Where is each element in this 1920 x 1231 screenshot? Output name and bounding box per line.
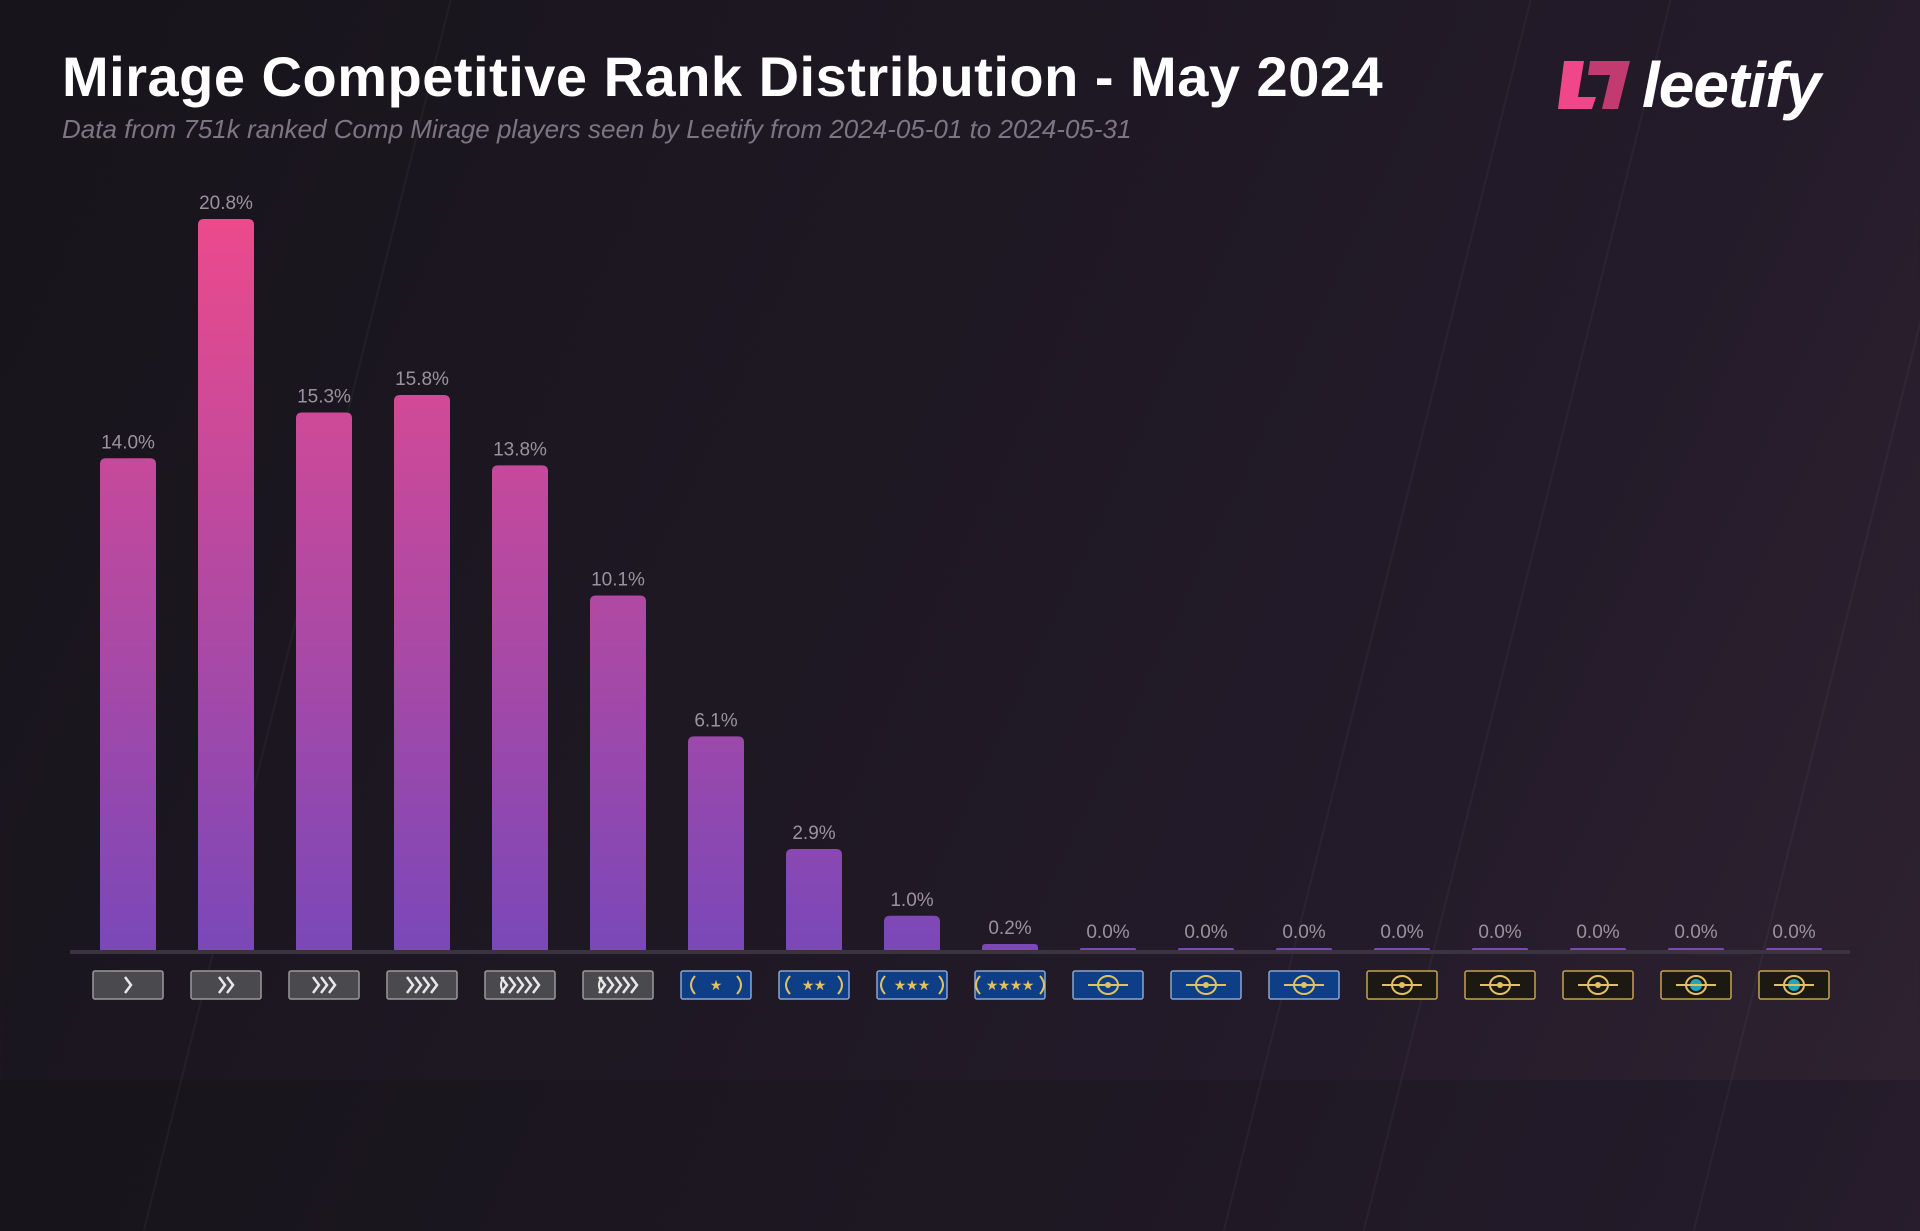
svg-text:★: ★ (906, 977, 919, 993)
silver-3-icon (288, 970, 360, 1000)
data-label: 13.8% (493, 439, 547, 460)
bar (198, 219, 254, 951)
bar (100, 458, 156, 951)
gold-nova-3-icon: ★ ★ ★ (876, 970, 948, 1000)
svg-text:★: ★ (894, 977, 907, 993)
data-label: 14.0% (101, 432, 155, 453)
bar (786, 848, 842, 951)
data-label: 10.1% (591, 570, 645, 591)
global-elite-icon (1758, 970, 1830, 1000)
bar (590, 595, 646, 951)
legendary-eagle-icon (1464, 970, 1536, 1000)
silver-1-icon (92, 970, 164, 1000)
bar (884, 915, 940, 951)
logo-text: leetify (1642, 49, 1821, 121)
data-label: 0.0% (1086, 922, 1129, 943)
supreme-master-first-class-icon (1660, 970, 1732, 1000)
data-label: 0.0% (1772, 922, 1815, 943)
leetify-logo-icon (1558, 61, 1630, 109)
bar-chart: 14.0% 20.8% 15.3% 15.8% 13.8% 10.1% 6.1% 2.9% 1.… (70, 193, 1850, 1000)
svg-text:★: ★ (918, 977, 931, 993)
svg-text:★: ★ (998, 977, 1011, 993)
data-label: 0.0% (1380, 922, 1423, 943)
svg-text:★: ★ (710, 977, 723, 993)
data-label: 6.1% (694, 710, 737, 731)
gold-nova-1-icon: ★ (680, 970, 752, 1000)
bar (982, 943, 1038, 951)
gold-nova-2-icon: ★ ★ (778, 970, 850, 1000)
distinguished-master-guardian-icon (1366, 970, 1438, 1000)
svg-text:★: ★ (1022, 977, 1035, 993)
data-label: 1.0% (890, 890, 933, 911)
svg-text:★: ★ (986, 977, 999, 993)
silver-2-icon (190, 970, 262, 1000)
master-guardian-2-icon (1170, 970, 1242, 1000)
data-label: 0.0% (1674, 922, 1717, 943)
data-label: 15.3% (297, 387, 351, 408)
gold-nova-master-icon: ★ ★ ★ ★ (974, 970, 1046, 1000)
data-label: 0.0% (1576, 922, 1619, 943)
master-guardian-elite-icon (1268, 970, 1340, 1000)
data-label: 0.0% (1184, 922, 1227, 943)
data-label: 0.0% (1282, 922, 1325, 943)
data-label: 0.0% (1478, 922, 1521, 943)
master-guardian-1-icon (1072, 970, 1144, 1000)
svg-text:★: ★ (814, 977, 827, 993)
svg-text:★: ★ (802, 977, 815, 993)
chart-subtitle: Data from 751k ranked Comp Mirage player… (62, 114, 1132, 144)
silver-elite-icon (484, 970, 556, 1000)
bar (492, 465, 548, 951)
data-label: 20.8% (199, 193, 253, 214)
chart-title: Mirage Competitive Rank Distribution - M… (62, 45, 1384, 108)
legendary-eagle-master-icon (1562, 970, 1634, 1000)
data-label: 15.8% (395, 369, 449, 390)
bar (394, 394, 450, 951)
data-label: 2.9% (792, 823, 835, 844)
x-axis-baseline (70, 950, 1850, 954)
silver-elite-master-icon (582, 970, 654, 1000)
leetify-logo: leetify (1556, 48, 1821, 122)
bar (688, 736, 744, 951)
data-label: 0.2% (988, 918, 1031, 939)
svg-text:★: ★ (1010, 977, 1023, 993)
silver-4-icon (386, 970, 458, 1000)
bar (296, 412, 352, 951)
